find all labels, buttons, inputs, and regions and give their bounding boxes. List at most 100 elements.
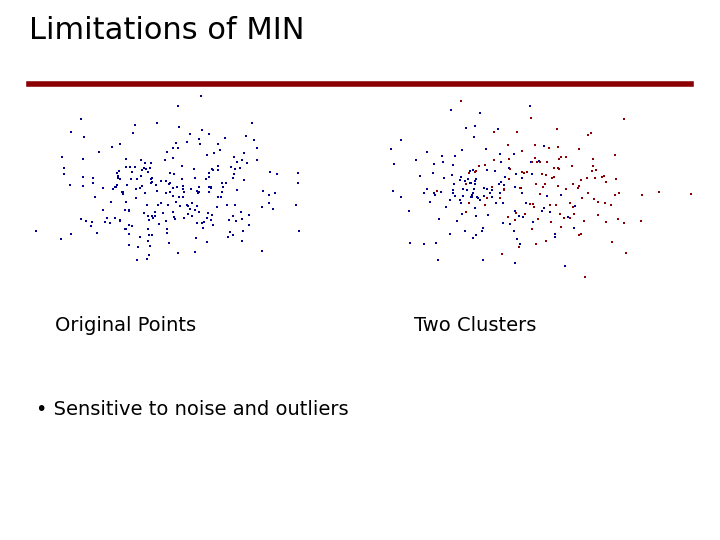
Point [521,168,533,177]
Point [178,181,189,190]
Point [418,240,430,248]
Point [552,125,563,133]
Point [235,208,246,217]
Point [431,186,443,195]
Point [447,186,459,194]
Text: Two Clusters: Two Clusters [414,316,536,335]
Point [99,218,111,226]
Point [31,227,42,236]
Point [109,213,120,222]
Point [202,238,213,246]
Point [613,188,624,197]
Point [596,172,608,181]
Point [78,133,89,141]
Point [229,170,240,178]
Point [114,167,125,176]
Point [125,163,136,171]
Point [107,185,119,193]
Point [116,188,127,197]
Point [454,195,466,204]
Point [567,203,579,212]
Point [588,155,599,164]
Point [495,189,506,198]
Point [556,153,567,161]
Point [592,197,603,206]
Point [206,216,217,225]
Point [487,127,499,136]
Point [106,143,117,152]
Point [75,214,86,223]
Point [112,169,123,178]
Point [264,191,275,199]
Point [64,181,76,190]
Point [142,225,153,233]
Point [564,199,575,207]
Point [635,217,647,226]
Point [530,240,541,248]
Point [168,213,179,222]
Point [207,166,219,174]
Point [135,156,147,165]
Point [549,164,560,173]
Point [468,133,480,141]
Point [56,152,68,161]
Point [620,249,631,258]
Point [618,219,630,227]
Point [136,182,148,191]
Point [208,149,220,158]
Point [570,201,581,210]
Point [524,200,536,209]
Point [436,152,447,160]
Point [131,256,143,265]
Point [458,184,469,193]
Point [421,185,433,193]
Point [498,180,510,189]
Point [223,216,235,225]
Point [533,156,544,165]
Point [168,170,179,178]
Point [189,247,201,256]
Point [463,199,474,207]
Point [241,158,253,167]
Point [569,210,580,218]
Point [478,256,490,265]
Point [66,230,77,239]
Point [532,214,544,223]
Point [145,174,156,183]
Point [105,198,117,206]
Point [264,199,275,207]
Point [589,194,600,203]
Point [125,175,136,184]
Point [541,158,553,166]
Point [216,179,228,187]
Point [519,210,531,219]
Point [428,160,440,168]
Point [140,165,152,173]
Point [120,155,132,164]
Point [487,192,498,201]
Point [487,156,499,165]
Point [229,201,240,210]
Point [549,233,561,241]
Point [410,156,422,165]
Point [221,200,233,209]
Point [193,188,204,197]
Point [148,214,159,222]
Point [449,152,461,161]
Point [248,136,260,144]
Point [146,178,158,186]
Point [567,180,578,188]
Point [464,166,476,175]
Point [215,192,227,201]
Point [292,179,303,188]
Point [539,179,550,188]
Point [153,220,165,228]
Point [109,183,120,191]
Point [146,173,158,182]
Point [177,193,189,201]
Point [78,181,89,190]
Point [469,211,481,220]
Point [117,187,128,196]
Point [469,179,481,188]
Point [559,261,570,270]
